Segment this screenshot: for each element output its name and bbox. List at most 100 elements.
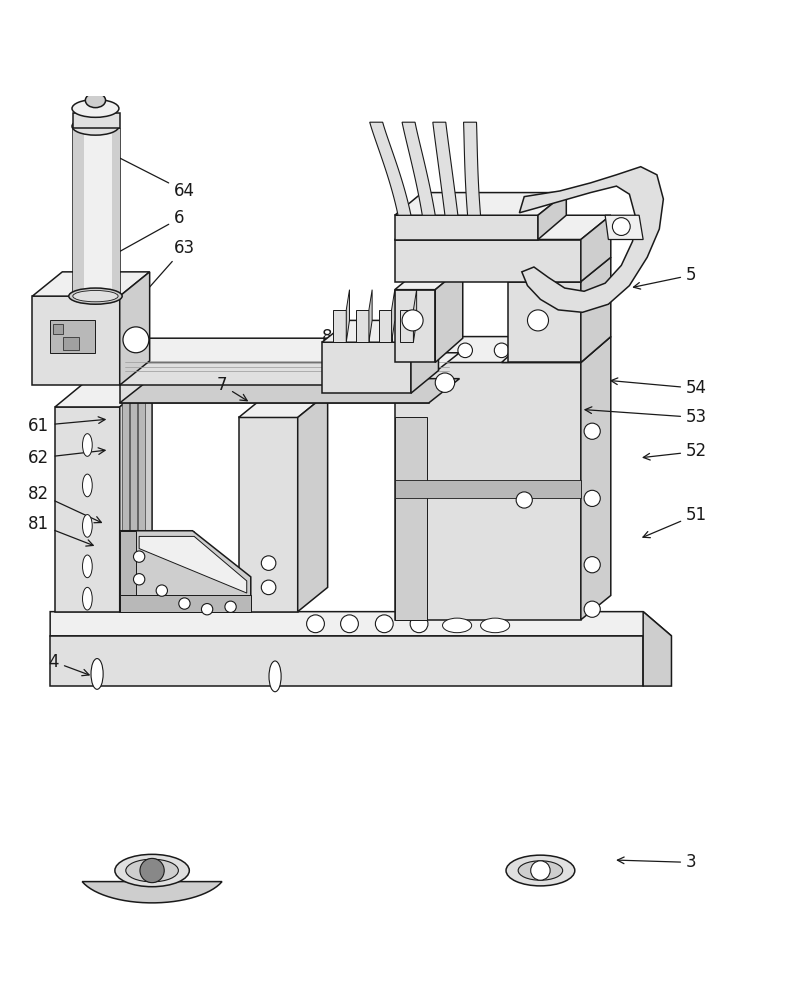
Polygon shape	[395, 362, 581, 620]
Ellipse shape	[115, 854, 189, 887]
Polygon shape	[73, 113, 120, 128]
Polygon shape	[298, 393, 328, 612]
Circle shape	[421, 343, 436, 358]
Polygon shape	[120, 353, 460, 377]
Polygon shape	[435, 267, 463, 362]
Ellipse shape	[269, 661, 282, 692]
Circle shape	[375, 615, 393, 633]
Circle shape	[201, 604, 213, 615]
Text: 54: 54	[611, 378, 707, 397]
Polygon shape	[139, 536, 247, 593]
Polygon shape	[50, 612, 671, 636]
Polygon shape	[395, 480, 581, 498]
Polygon shape	[322, 320, 438, 342]
Circle shape	[123, 327, 149, 353]
Polygon shape	[122, 383, 129, 609]
Text: 82: 82	[28, 485, 101, 523]
Polygon shape	[643, 612, 671, 686]
Polygon shape	[395, 267, 463, 290]
Ellipse shape	[83, 515, 92, 537]
Polygon shape	[519, 167, 663, 312]
Circle shape	[494, 343, 509, 358]
Polygon shape	[508, 282, 581, 362]
Ellipse shape	[519, 861, 562, 880]
Text: 8: 8	[322, 328, 362, 352]
Polygon shape	[379, 310, 392, 342]
Polygon shape	[120, 380, 152, 612]
Polygon shape	[32, 296, 120, 385]
Ellipse shape	[72, 117, 119, 135]
Polygon shape	[605, 215, 643, 240]
Polygon shape	[370, 122, 411, 215]
Polygon shape	[395, 215, 538, 240]
Circle shape	[261, 556, 276, 570]
Polygon shape	[413, 290, 417, 342]
Text: 4: 4	[49, 653, 89, 676]
Text: 81: 81	[28, 515, 93, 546]
Text: 7: 7	[217, 376, 248, 401]
Polygon shape	[32, 272, 150, 296]
Polygon shape	[73, 129, 120, 296]
Ellipse shape	[72, 100, 119, 117]
Text: 55: 55	[398, 210, 460, 265]
Text: 63: 63	[132, 239, 195, 307]
Polygon shape	[120, 338, 425, 362]
Polygon shape	[395, 193, 566, 215]
Text: 64: 64	[100, 148, 195, 200]
Polygon shape	[400, 310, 413, 342]
Polygon shape	[120, 531, 251, 612]
Text: 6: 6	[91, 209, 184, 267]
Circle shape	[133, 574, 145, 585]
Text: 5: 5	[633, 266, 697, 289]
Ellipse shape	[83, 474, 92, 497]
Text: 53: 53	[585, 407, 707, 426]
Circle shape	[156, 585, 167, 596]
Circle shape	[567, 343, 582, 358]
Polygon shape	[395, 417, 427, 620]
Polygon shape	[464, 122, 481, 215]
Circle shape	[410, 615, 428, 633]
Ellipse shape	[83, 587, 92, 610]
Polygon shape	[83, 882, 222, 903]
Circle shape	[402, 310, 423, 331]
Circle shape	[584, 490, 600, 506]
Ellipse shape	[86, 93, 105, 108]
Polygon shape	[112, 129, 120, 296]
Polygon shape	[581, 337, 611, 620]
Polygon shape	[581, 215, 611, 282]
Polygon shape	[333, 310, 346, 342]
Polygon shape	[322, 342, 411, 393]
Polygon shape	[502, 337, 611, 362]
Text: 52: 52	[643, 442, 707, 460]
Circle shape	[140, 858, 164, 883]
Circle shape	[458, 343, 472, 358]
Polygon shape	[239, 393, 328, 417]
Circle shape	[179, 598, 190, 609]
Ellipse shape	[83, 434, 92, 456]
Polygon shape	[411, 320, 438, 393]
Polygon shape	[120, 531, 136, 612]
Polygon shape	[120, 272, 150, 385]
Polygon shape	[581, 257, 611, 362]
Circle shape	[307, 615, 324, 633]
Text: 62: 62	[28, 448, 105, 467]
Circle shape	[516, 492, 532, 508]
Polygon shape	[433, 122, 458, 215]
Polygon shape	[130, 383, 137, 609]
Polygon shape	[395, 337, 611, 362]
Circle shape	[584, 423, 600, 439]
Polygon shape	[369, 290, 372, 342]
Text: 51: 51	[643, 506, 707, 538]
Polygon shape	[63, 337, 79, 350]
Polygon shape	[53, 324, 63, 334]
Circle shape	[584, 601, 600, 617]
Circle shape	[261, 580, 276, 595]
Circle shape	[133, 551, 145, 562]
Polygon shape	[138, 383, 145, 609]
Polygon shape	[120, 362, 395, 385]
Ellipse shape	[443, 618, 472, 633]
Ellipse shape	[69, 288, 122, 304]
Polygon shape	[50, 320, 95, 353]
Polygon shape	[356, 310, 369, 342]
Ellipse shape	[481, 618, 510, 633]
